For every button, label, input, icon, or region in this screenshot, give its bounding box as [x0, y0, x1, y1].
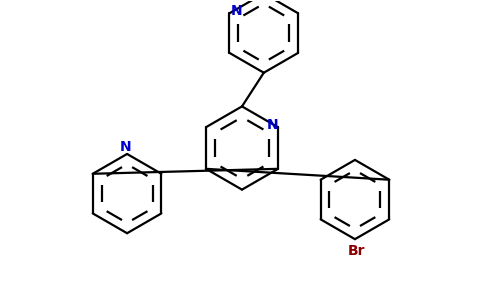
Text: N: N: [266, 118, 278, 132]
Text: N: N: [119, 140, 131, 154]
Text: N: N: [231, 4, 242, 18]
Text: Br: Br: [348, 244, 366, 258]
